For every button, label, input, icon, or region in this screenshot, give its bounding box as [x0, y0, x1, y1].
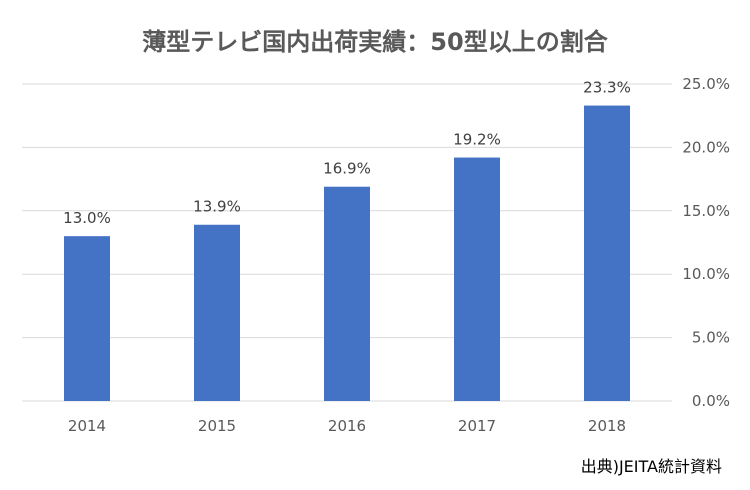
- bar: [454, 157, 500, 401]
- y-tick-label: 25.0%: [682, 75, 730, 93]
- bar: [584, 105, 630, 401]
- x-tick-label: 2016: [328, 417, 366, 435]
- x-tick-label: 2017: [458, 417, 496, 435]
- bar: [64, 236, 110, 401]
- chart-source-note: 出典)JEITA統計資料: [580, 457, 722, 476]
- x-tick-label: 2015: [198, 417, 236, 435]
- x-axis-ticks: 2014 2015 2016 2017 2018: [68, 417, 626, 435]
- data-labels: 13.0% 13.9% 16.9% 19.2% 23.3%: [63, 79, 631, 228]
- y-axis-ticks: 0.0% 5.0% 10.0% 15.0% 20.0% 25.0%: [682, 75, 730, 410]
- data-label: 16.9%: [323, 160, 371, 178]
- data-label: 19.2%: [453, 131, 501, 149]
- data-label: 13.9%: [193, 198, 241, 216]
- x-tick-label: 2018: [588, 417, 626, 435]
- y-tick-label: 0.0%: [692, 392, 730, 410]
- bar: [194, 224, 240, 401]
- y-tick-label: 15.0%: [682, 202, 730, 220]
- y-tick-label: 10.0%: [682, 265, 730, 283]
- y-tick-label: 5.0%: [692, 329, 730, 347]
- chart-title: 薄型テレビ国内出荷実績：50型以上の割合: [142, 28, 608, 56]
- data-label: 13.0%: [63, 209, 111, 227]
- data-label: 23.3%: [583, 79, 631, 97]
- y-tick-label: 20.0%: [682, 138, 730, 156]
- x-tick-label: 2014: [68, 417, 106, 435]
- bars: [64, 105, 630, 401]
- bar: [324, 186, 370, 401]
